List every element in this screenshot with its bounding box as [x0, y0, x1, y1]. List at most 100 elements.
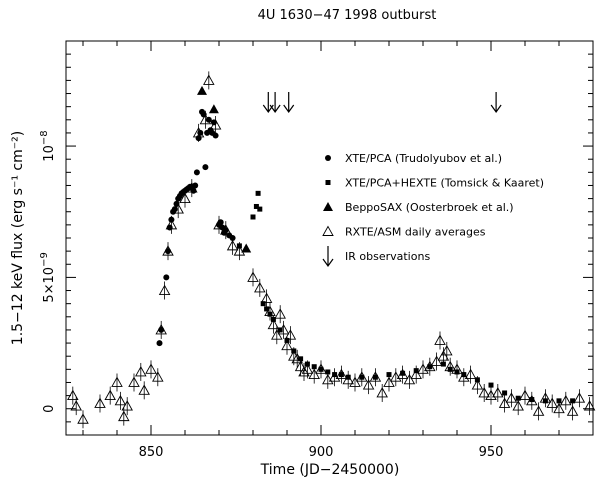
data-point-open-triangle	[111, 376, 123, 387]
data-point-open-triangle	[335, 368, 348, 380]
data-point-open-triangle	[284, 329, 297, 340]
chart-title: 4U 1630−47 1998 outburst	[258, 8, 437, 23]
data-point-circle	[173, 200, 180, 207]
data-point-open-triangle	[464, 368, 477, 380]
y-tick-labels: 0 5×10−9 10−8	[39, 130, 57, 412]
data-point-open-triangle	[128, 376, 140, 387]
data-point-open-triangle	[77, 413, 89, 424]
legend-marker-square	[325, 180, 331, 185]
legend-marker-open-triangle	[322, 225, 334, 236]
data-point-circle	[156, 340, 163, 347]
data-point-open-triangle	[356, 371, 368, 382]
data-point-open-triangle	[362, 379, 375, 390]
legend-label: XTE/PCA+HEXTE (Tomsick & Kaaret)	[345, 177, 544, 190]
data-point-open-triangle	[233, 245, 246, 256]
x-tick-labels: 850 900 950	[139, 445, 504, 460]
data-point-open-triangle	[566, 405, 579, 416]
data-point-open-triangle	[403, 373, 416, 385]
data-point-open-triangle	[162, 245, 174, 256]
data-point-square	[257, 206, 263, 212]
data-point-open-triangle	[277, 324, 290, 335]
data-point-open-triangle	[94, 397, 106, 408]
data-point-open-triangle	[67, 389, 79, 401]
data-point-open-triangle	[271, 329, 283, 340]
data-point-open-triangle	[172, 203, 184, 214]
ir-observation-arrow	[269, 92, 281, 114]
legend-marker-filled-triangle	[323, 202, 333, 211]
data-marks	[67, 71, 596, 429]
data-point-open-triangle	[247, 271, 259, 282]
y-tick-label: 0	[42, 405, 57, 413]
legend-label: RXTE/ASM daily averages	[345, 226, 486, 239]
data-point-open-triangle	[519, 389, 531, 401]
data-point-open-triangle	[226, 239, 239, 251]
data-point-open-triangle	[209, 119, 222, 130]
data-point-open-triangle	[152, 371, 164, 382]
data-point-filled-triangle	[208, 104, 219, 114]
data-point-circle	[193, 169, 200, 176]
data-point-open-triangle	[145, 363, 157, 374]
data-point-square	[250, 214, 256, 220]
data-point-open-triangle	[424, 360, 436, 372]
data-point-open-triangle	[121, 400, 133, 411]
data-point-open-triangle	[434, 334, 446, 345]
data-point-open-triangle	[298, 366, 310, 377]
data-point-filled-triangle	[241, 243, 252, 253]
data-point-open-triangle	[315, 363, 327, 374]
data-point-open-triangle	[437, 350, 450, 361]
x-tick-label: 950	[479, 445, 504, 460]
data-point-open-triangle	[274, 308, 286, 319]
legend-label: BeppoSAX (Oosterbroek et al.)	[345, 201, 514, 214]
data-point-square	[488, 382, 494, 388]
data-point-open-triangle	[444, 360, 456, 372]
data-point-open-triangle	[308, 368, 320, 380]
data-point-open-triangle	[70, 400, 82, 411]
data-point-square	[264, 306, 270, 312]
data-point-open-triangle	[186, 182, 198, 193]
data-point-open-triangle	[573, 392, 586, 403]
data-point-open-triangle	[410, 368, 422, 380]
data-point-open-triangle	[254, 281, 266, 293]
data-point-open-triangle	[155, 324, 167, 335]
data-point-square	[253, 203, 259, 209]
data-point-circle	[202, 164, 209, 171]
ir-observation-arrow	[490, 92, 502, 114]
data-point-open-triangle	[376, 387, 388, 398]
data-point-circle	[212, 132, 219, 139]
data-point-open-triangle	[213, 218, 225, 230]
data-point-square	[277, 327, 283, 333]
data-point-open-triangle	[192, 127, 205, 138]
data-point-open-triangle	[396, 368, 409, 380]
data-point-open-triangle	[138, 384, 150, 395]
legend-marker-circle	[325, 155, 331, 161]
data-point-open-triangle	[264, 305, 276, 316]
data-point-open-triangle	[118, 410, 130, 422]
data-point-open-triangle	[165, 218, 178, 230]
data-point-open-triangle	[294, 360, 307, 372]
data-point-open-triangle	[505, 392, 518, 403]
data-point-open-triangle	[179, 192, 191, 204]
data-point-open-triangle	[583, 400, 596, 411]
data-point-square	[260, 301, 266, 307]
y-axis-label: 1.5−12 keV flux (erg s⁻¹ cm⁻²)	[10, 131, 26, 345]
x-tick-label: 900	[309, 445, 334, 460]
axis-ticks	[66, 41, 593, 436]
data-point-open-triangle	[203, 74, 215, 85]
data-point-square	[255, 190, 261, 196]
data-point-open-triangle	[369, 371, 382, 382]
x-tick-label: 850	[139, 445, 164, 460]
data-point-open-triangle	[498, 397, 511, 408]
data-point-open-triangle	[301, 363, 314, 374]
data-point-circle	[163, 274, 170, 281]
data-point-open-triangle	[451, 363, 463, 374]
x-axis-label: Time (JD−2450000)	[260, 462, 400, 478]
data-point-square	[502, 390, 508, 396]
data-point-open-triangle	[512, 400, 524, 411]
data-point-open-triangle	[526, 394, 538, 406]
data-point-open-triangle	[441, 345, 453, 356]
data-point-square	[570, 398, 576, 404]
data-point-open-triangle	[281, 339, 293, 351]
legend-label: XTE/PCA (Trudolyubov et al.)	[345, 152, 502, 165]
data-point-open-triangle	[135, 366, 147, 377]
data-point-circle	[200, 111, 207, 118]
